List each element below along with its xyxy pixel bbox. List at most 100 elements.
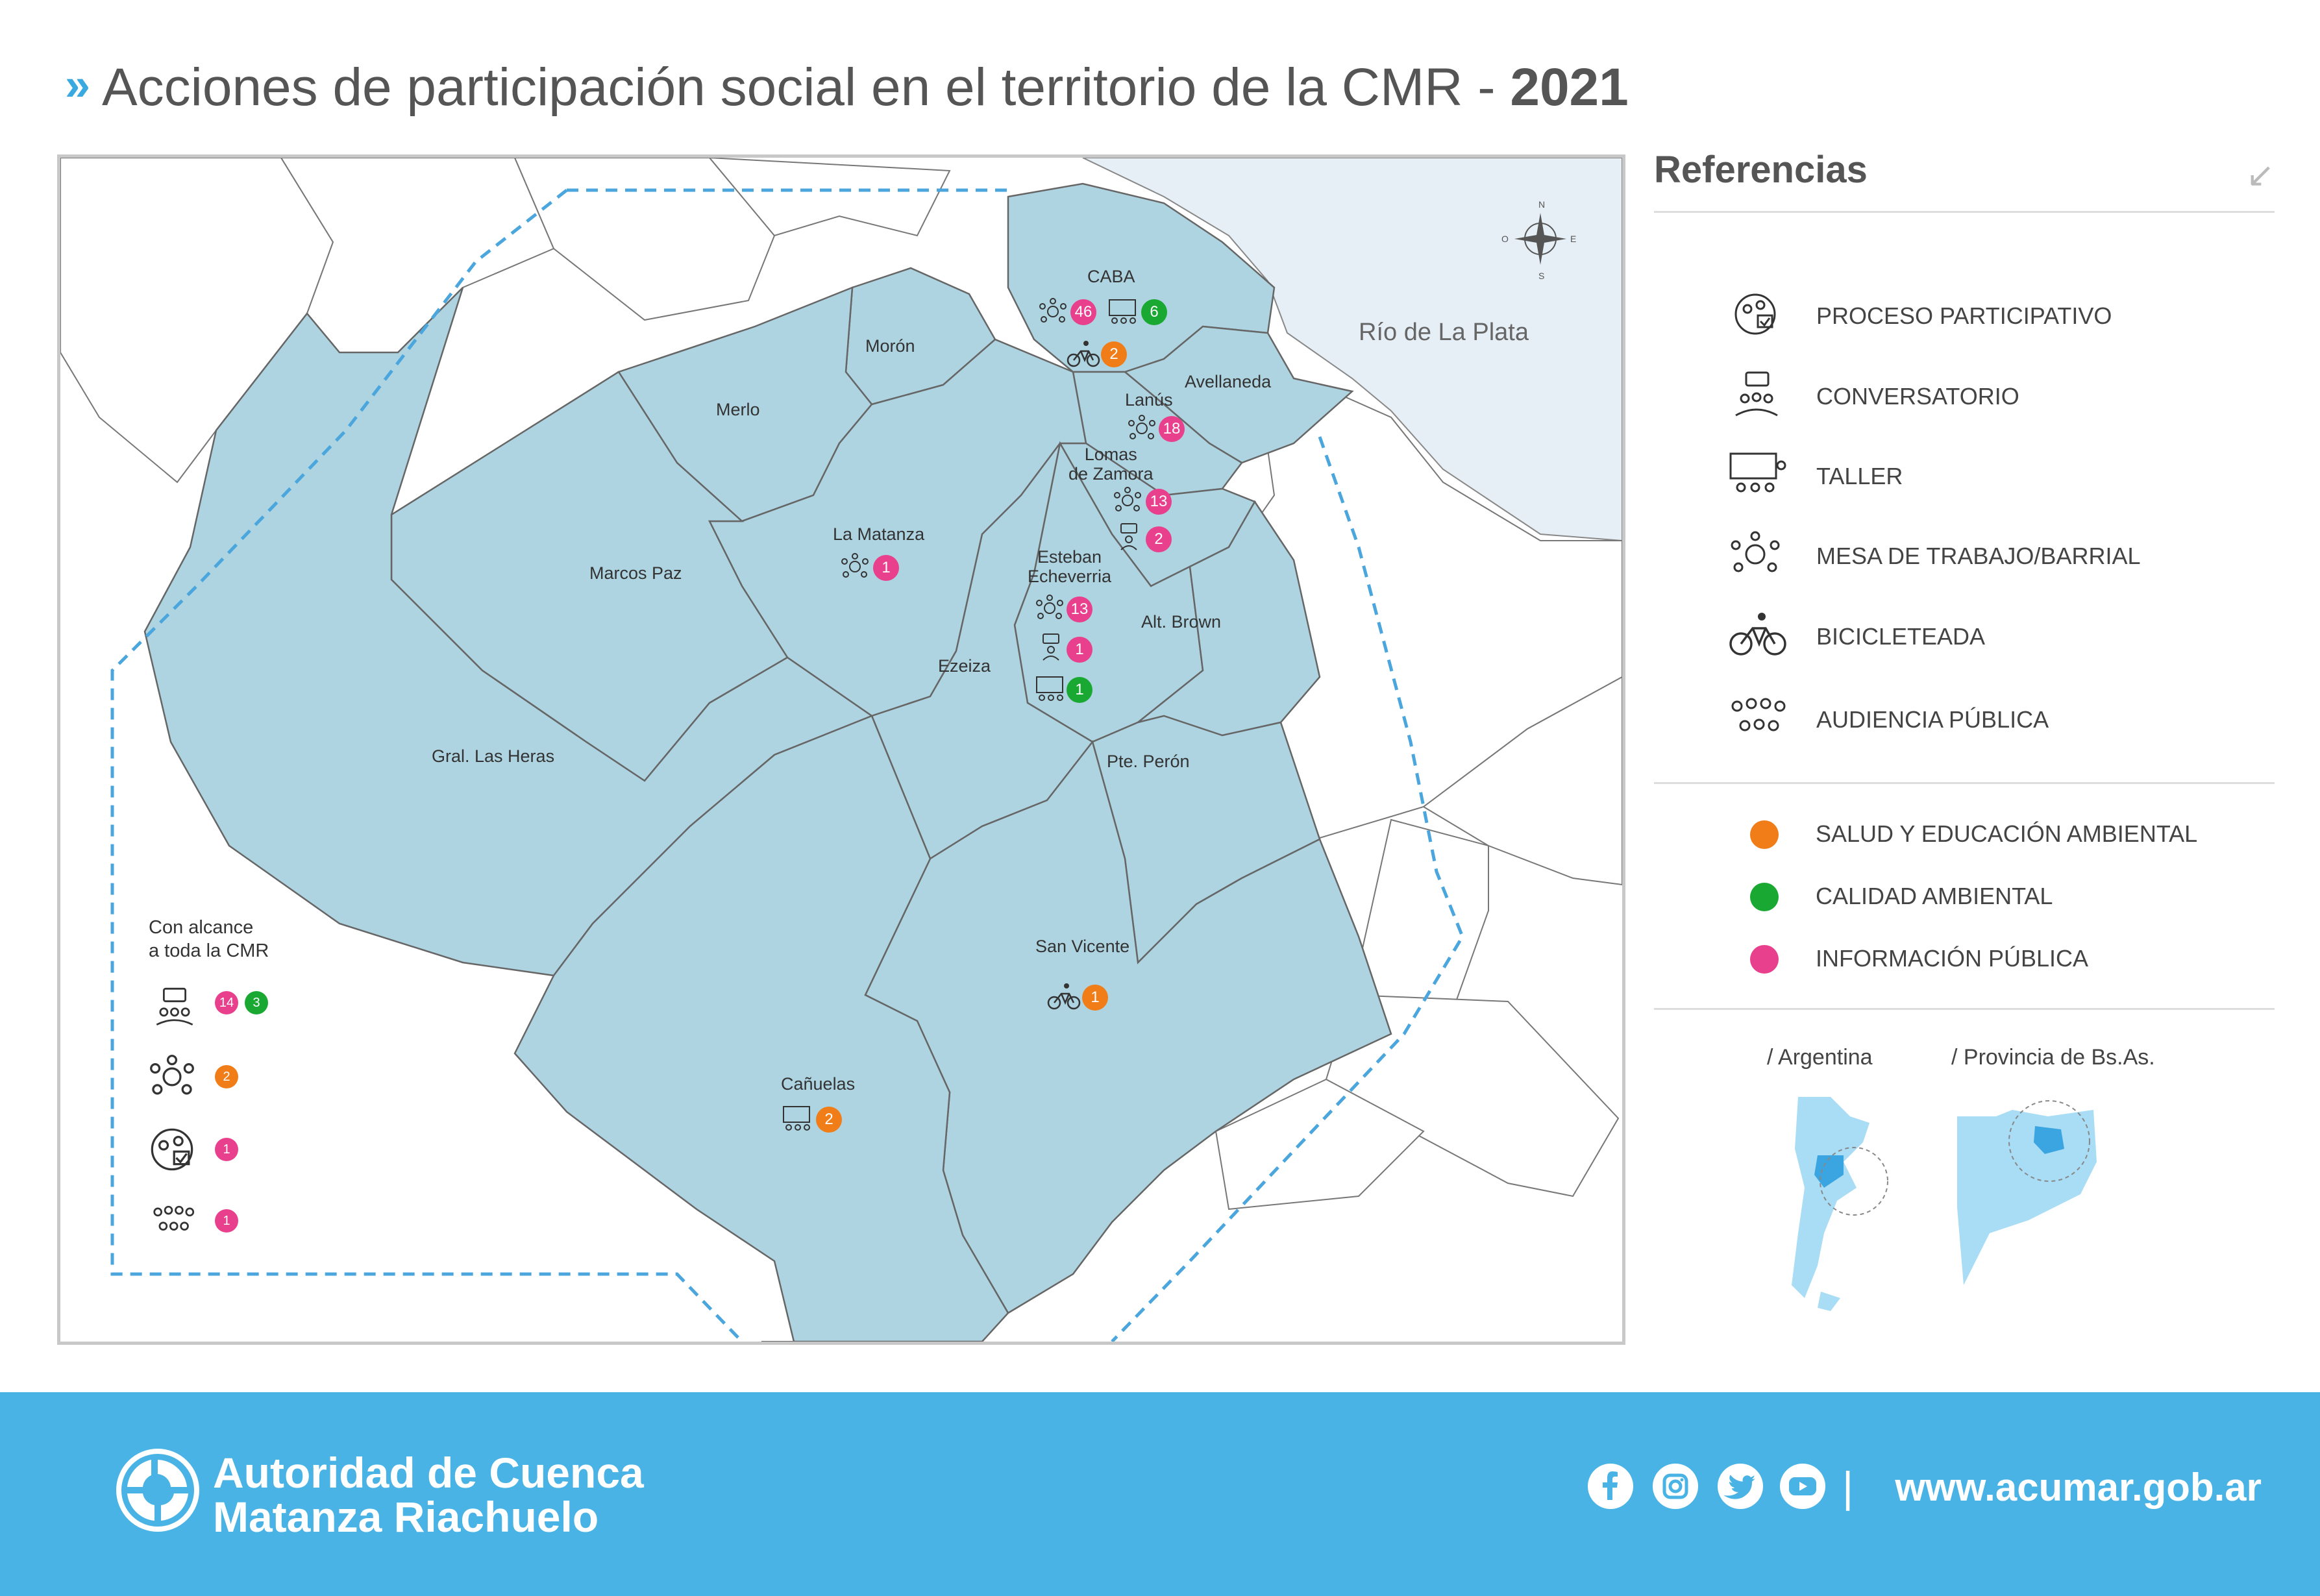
- taller-icon: [1729, 452, 1786, 493]
- taller-icon: [1036, 676, 1063, 701]
- label-san-vicente: San Vicente: [1035, 937, 1130, 956]
- mesa-trabajo-icon: [1114, 487, 1141, 511]
- svg-text:S: S: [1538, 271, 1544, 281]
- footer-separator: |: [1842, 1463, 1854, 1511]
- bicicleteada-icon: [1047, 983, 1081, 1010]
- taller-icon: [783, 1106, 810, 1131]
- legend-dot-orange: [1750, 820, 1779, 849]
- ref-label: CONVERSATORIO: [1816, 383, 2019, 410]
- ref-label: BICICLETEADA: [1816, 623, 1986, 650]
- badge-caba-mesa: 46: [1070, 299, 1096, 325]
- badge-caba-taller: 6: [1141, 299, 1167, 325]
- mesa-trabajo-icon: [1039, 298, 1067, 323]
- references-panel: Referencias ↙: [1654, 143, 2275, 221]
- map-svg: N S E O: [60, 158, 1622, 1342]
- badge-lanus-mesa: 18: [1159, 416, 1185, 442]
- youtube-icon[interactable]: [1780, 1464, 1825, 1509]
- badge-alcance-audiencia: 1: [215, 1209, 238, 1233]
- bicicleteada-icon: [1067, 341, 1100, 367]
- badge-alcance-conv-pink: 14: [215, 991, 238, 1014]
- ref-label: AUDIENCIA PÚBLICA: [1816, 706, 2049, 733]
- title-main: Acciones de participación social en el t…: [101, 58, 1511, 117]
- argentina-locator-map: [1792, 1097, 1888, 1311]
- badge-alcance-mesa: 2: [215, 1065, 238, 1088]
- label-lanus: Lanús: [1125, 390, 1173, 410]
- instagram-icon[interactable]: [1653, 1464, 1698, 1509]
- audiencia-publica-icon: [153, 1205, 195, 1231]
- badge-eche-conv: 1: [1067, 637, 1092, 663]
- conversatorio-icon: [1735, 371, 1778, 417]
- page-title: » Acciones de participación social en el …: [65, 57, 1629, 118]
- title-year: 2021: [1510, 58, 1629, 117]
- badge-eche-taller: 1: [1067, 677, 1092, 703]
- conversatorio-icon: [1120, 523, 1137, 550]
- ref-label: MESA DE TRABAJO/BARRIAL: [1816, 543, 2141, 569]
- svg-text:N: N: [1538, 199, 1545, 210]
- org-line1: Autoridad de Cuenca: [213, 1449, 644, 1497]
- region-las-heras: [143, 287, 874, 977]
- references-heading: Referencias: [1654, 149, 1868, 191]
- mesa-trabajo-icon: [1128, 415, 1155, 439]
- label-las-heras: Gral. Las Heras: [432, 746, 555, 766]
- mesa-trabajo-icon: [1731, 531, 1780, 572]
- svg-text:O: O: [1501, 234, 1509, 244]
- badge-eche-mesa: 13: [1067, 596, 1092, 622]
- mesa-trabajo-icon: [150, 1055, 194, 1095]
- ref-label: PROCESO PARTICIPATIVO: [1816, 302, 2112, 329]
- taller-icon: [1109, 299, 1136, 324]
- footer: Autoridad de Cuenca Matanza Riachuelo | …: [0, 1392, 2320, 1596]
- badge-matanza-mesa: 1: [873, 555, 899, 581]
- mesa-trabajo-icon: [841, 553, 869, 578]
- badge-sanvicente-bici: 1: [1082, 985, 1108, 1011]
- provincia-locator-map: [1957, 1100, 2097, 1285]
- collapse-arrow-icon[interactable]: ↙: [2246, 156, 2275, 194]
- badge-caba-bici: 2: [1101, 341, 1127, 367]
- label-echeverria: Esteban Echeverria: [1028, 547, 1112, 586]
- website-link[interactable]: www.acumar.gob.ar: [1895, 1466, 2262, 1509]
- locator-argentina-title: / Argentina: [1767, 1045, 1873, 1070]
- bicicleteada-icon: [1729, 613, 1786, 656]
- region-canuelas: [513, 715, 1009, 1342]
- label-avellaneda: Avellaneda: [1185, 372, 1272, 391]
- proceso-participativo-icon: [151, 1128, 193, 1171]
- map-panel[interactable]: N S E O Río de La Plata CABA Morón Merlo…: [57, 154, 1625, 1345]
- badge-lomas-mesa: 13: [1146, 489, 1172, 515]
- audiencia-publica-icon: [1731, 698, 1786, 731]
- label-canuelas: Cañuelas: [781, 1074, 856, 1094]
- label-la-matanza: La Matanza: [833, 524, 925, 544]
- badge-canuelas-taller: 2: [816, 1107, 842, 1133]
- alcance-title: Con alcance a toda la CMR: [149, 917, 269, 961]
- legend-dot-green: [1750, 883, 1779, 911]
- acumar-logo: [116, 1449, 199, 1532]
- cmr-boundary: [110, 188, 1464, 1342]
- facebook-icon[interactable]: [1588, 1464, 1633, 1509]
- label-ezeiza: Ezeiza: [938, 656, 991, 676]
- category-label: SALUD Y EDUCACIÓN AMBIENTAL: [1816, 820, 2198, 847]
- divider: [1654, 211, 2275, 213]
- ref-label: TALLER: [1816, 463, 1903, 489]
- badge-alcance-conv-green: 3: [245, 991, 268, 1014]
- label-peron: Pte. Perón: [1107, 752, 1190, 771]
- compass-rose: N S E O: [1501, 199, 1576, 281]
- org-line2: Matanza Riachuelo: [213, 1493, 599, 1541]
- svg-text:E: E: [1570, 234, 1576, 244]
- water-label: Río de La Plata: [1359, 319, 1529, 346]
- twitter-icon[interactable]: [1718, 1464, 1763, 1509]
- label-lomas: Lomas de Zamora: [1068, 445, 1154, 484]
- label-caba: CABA: [1087, 267, 1135, 286]
- rio-de-la-plata-area: [1082, 158, 1622, 542]
- conversatorio-icon: [156, 987, 193, 1025]
- label-merlo: Merlo: [716, 400, 760, 419]
- category-label: INFORMACIÓN PÚBLICA: [1816, 945, 2089, 972]
- org-name: Autoridad de Cuenca Matanza Riachuelo: [213, 1451, 644, 1539]
- divider: [1654, 782, 2275, 784]
- label-alt-brown: Alt. Brown: [1141, 612, 1222, 632]
- legend-dot-pink: [1750, 945, 1779, 974]
- badge-alcance-proceso: 1: [215, 1138, 238, 1161]
- category-label: CALIDAD AMBIENTAL: [1816, 883, 2053, 909]
- label-moron: Morón: [865, 336, 915, 356]
- divider: [1654, 1008, 2275, 1010]
- chevron-icon: »: [65, 59, 90, 110]
- badge-lomas-conv: 2: [1146, 526, 1172, 552]
- mesa-trabajo-icon: [1036, 595, 1063, 619]
